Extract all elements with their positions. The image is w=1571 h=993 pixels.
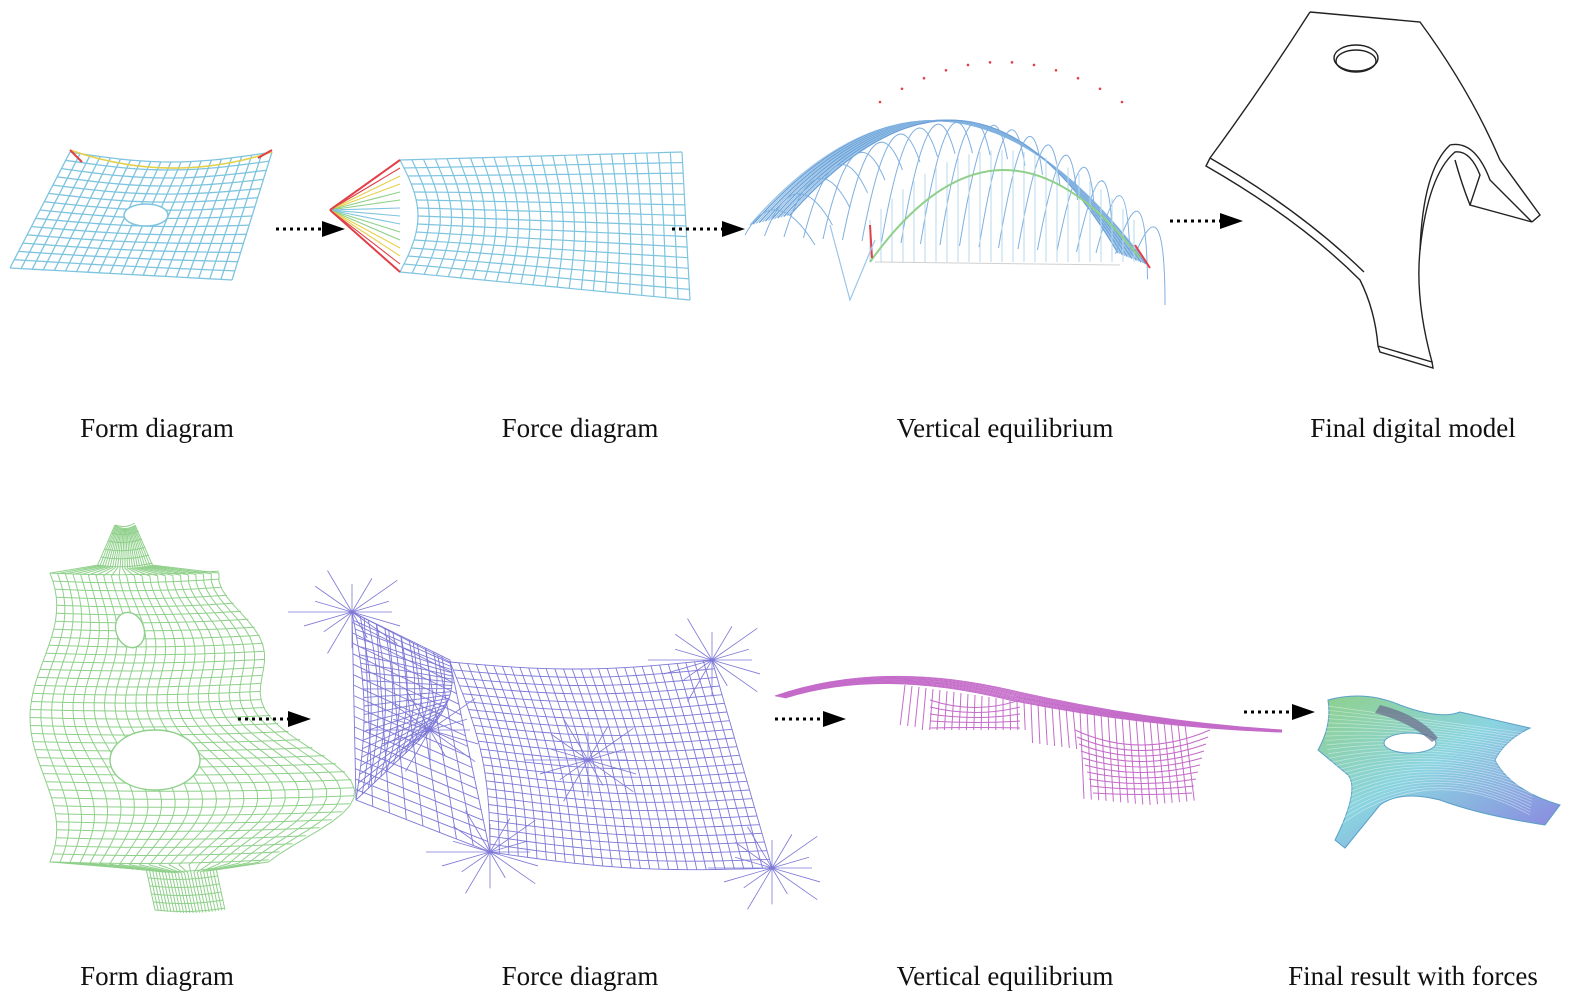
force-diagram-grid-bottom [288,570,821,910]
caption-form-diagram-top: Form diagram [80,413,234,443]
caption-final-digital-model: Final digital model [1310,413,1515,443]
dotted-arrow-icon [1170,213,1243,229]
caption-vertical-equilibrium-bottom: Vertical equilibrium [897,961,1114,991]
caption-form-diagram-bottom: Form diagram [80,961,234,991]
form-diagram-grid-top [9,149,273,281]
caption-force-diagram-bottom: Force diagram [502,961,659,991]
caption-force-diagram-top: Force diagram [502,413,659,443]
dotted-arrow-icon [775,711,846,727]
dotted-arrow-icon [1244,704,1315,720]
form-diagram-grid-bottom [29,522,356,914]
caption-vertical-equilibrium-top: Vertical equilibrium [897,413,1114,443]
dotted-arrow-icon [276,221,345,237]
vertical-equilibrium-vault [744,61,1166,306]
vertical-equilibrium-bridge [774,675,1283,805]
final-result-shell [1317,695,1561,849]
final-digital-model-shell [1205,11,1541,369]
dotted-arrow-icon [238,711,311,727]
caption-final-result-with-forces: Final result with forces [1288,961,1538,991]
force-diagram-grid-top [329,151,691,301]
dotted-arrow-icon [672,221,745,237]
